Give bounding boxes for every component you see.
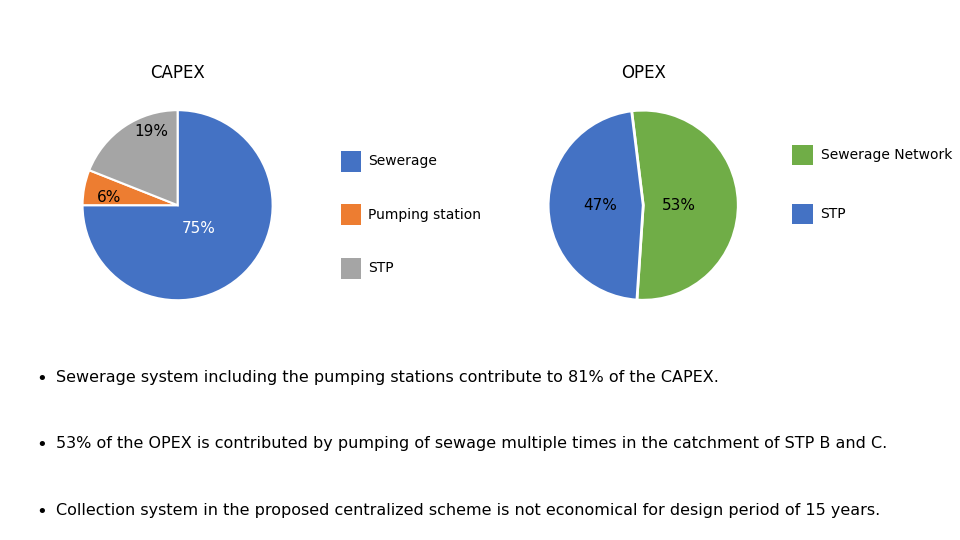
Title: CAPEX: CAPEX <box>150 64 205 82</box>
Wedge shape <box>89 110 178 205</box>
Wedge shape <box>632 110 738 300</box>
Wedge shape <box>83 170 178 205</box>
Text: •: • <box>36 369 47 388</box>
FancyBboxPatch shape <box>341 151 361 172</box>
Text: 53%: 53% <box>662 198 696 213</box>
Wedge shape <box>83 110 273 300</box>
Text: •: • <box>36 503 47 521</box>
Text: 75%: 75% <box>181 221 215 237</box>
Text: STP: STP <box>821 207 846 221</box>
Text: 6%: 6% <box>97 190 121 205</box>
Text: Sewerage Network: Sewerage Network <box>821 148 952 162</box>
Text: Key observations: Key observations <box>91 30 335 54</box>
Text: 19%: 19% <box>134 124 168 139</box>
Text: Pumping station: Pumping station <box>369 208 482 221</box>
Text: Sewerage: Sewerage <box>369 154 438 168</box>
Text: 53% of the OPEX is contributed by pumping of sewage multiple times in the catchm: 53% of the OPEX is contributed by pumpin… <box>57 436 888 451</box>
FancyBboxPatch shape <box>792 145 812 165</box>
Text: Collection system in the proposed centralized scheme is not economical for desig: Collection system in the proposed centra… <box>57 503 880 517</box>
FancyBboxPatch shape <box>341 258 361 279</box>
Text: Sewerage system including the pumping stations contribute to 81% of the CAPEX.: Sewerage system including the pumping st… <box>57 369 719 384</box>
Text: •: • <box>36 436 47 454</box>
Text: 47%: 47% <box>584 198 617 213</box>
Wedge shape <box>548 111 643 300</box>
Text: STP: STP <box>369 261 394 275</box>
FancyBboxPatch shape <box>792 204 812 224</box>
Title: OPEX: OPEX <box>621 64 665 82</box>
FancyBboxPatch shape <box>341 204 361 225</box>
